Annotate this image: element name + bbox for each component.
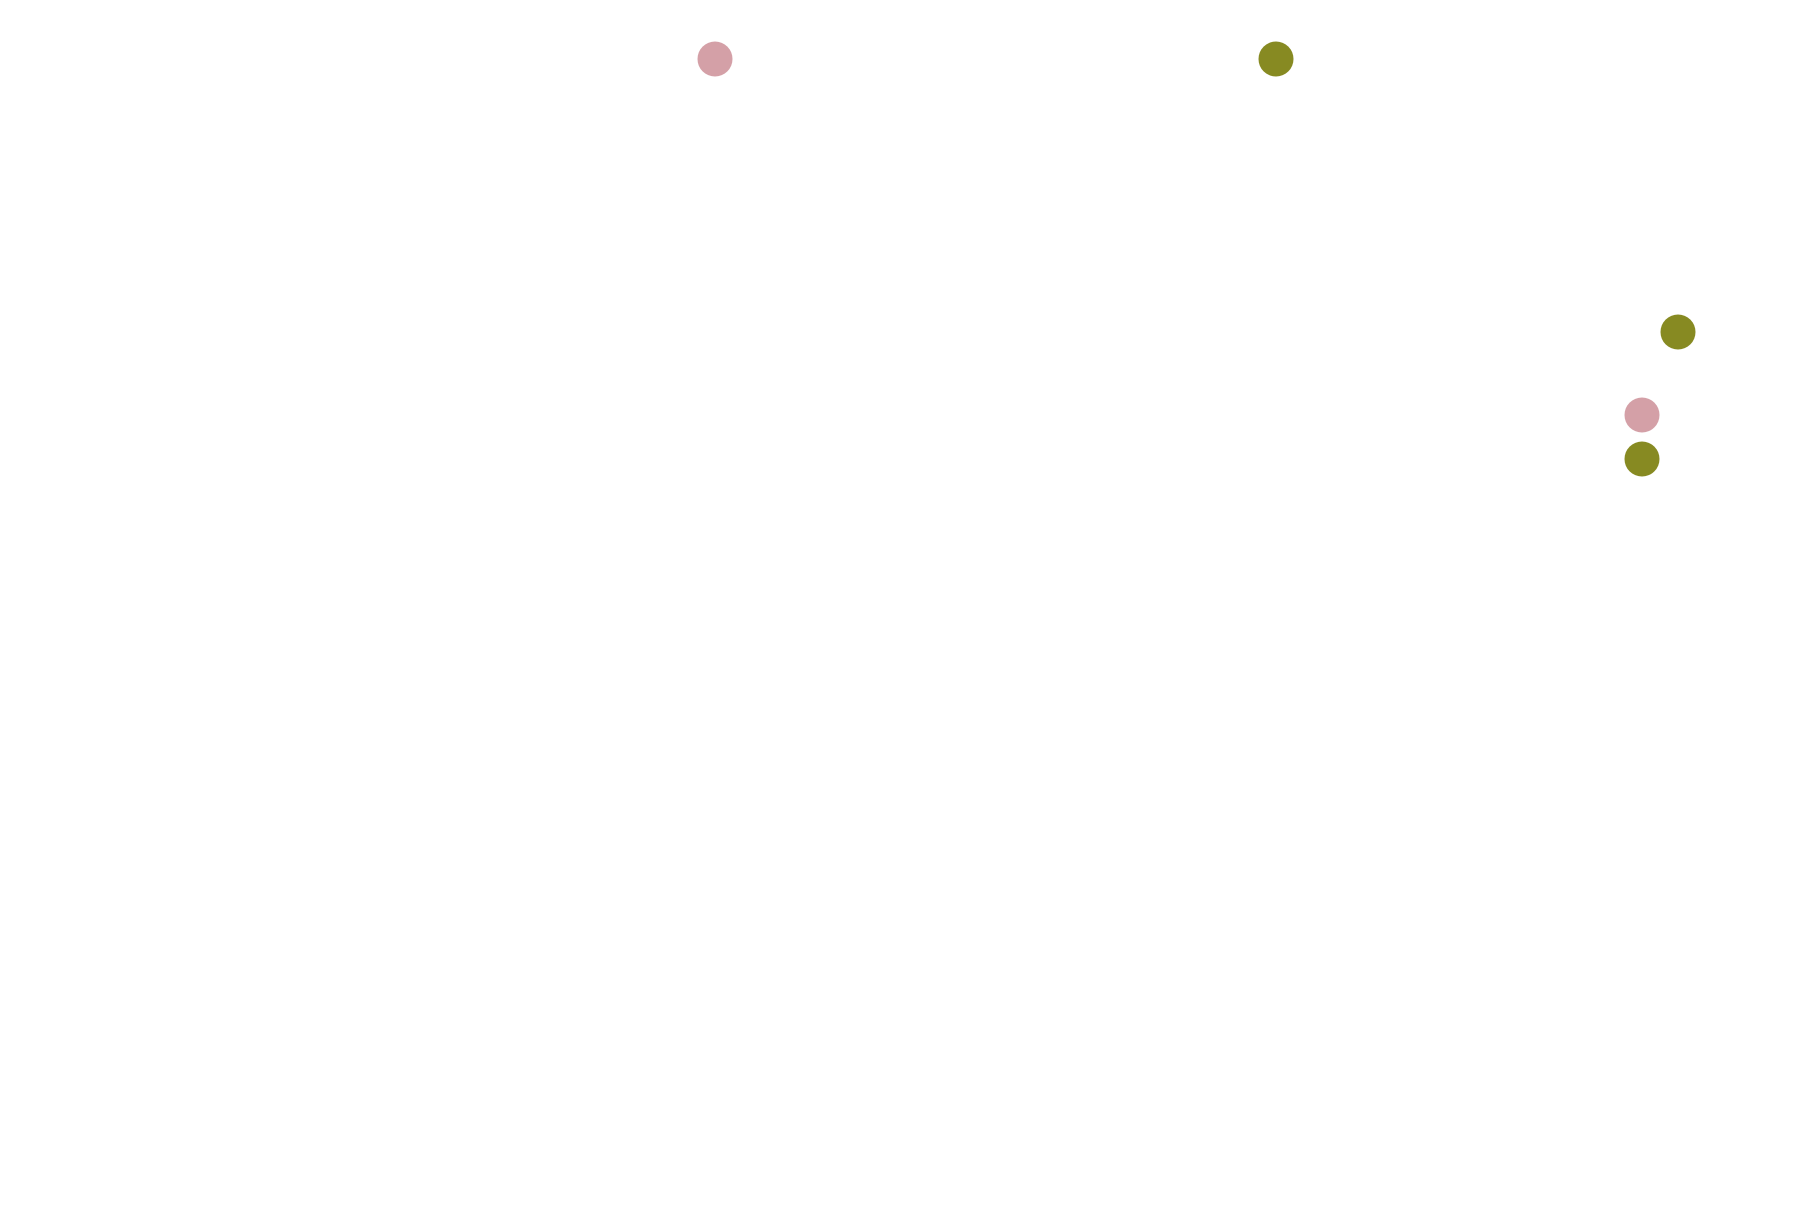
pink-dot <box>697 41 733 77</box>
pink-dot <box>1624 397 1660 433</box>
olive-dot <box>1660 314 1696 350</box>
olive-dot <box>1624 441 1660 477</box>
olive-dot <box>1258 41 1294 77</box>
